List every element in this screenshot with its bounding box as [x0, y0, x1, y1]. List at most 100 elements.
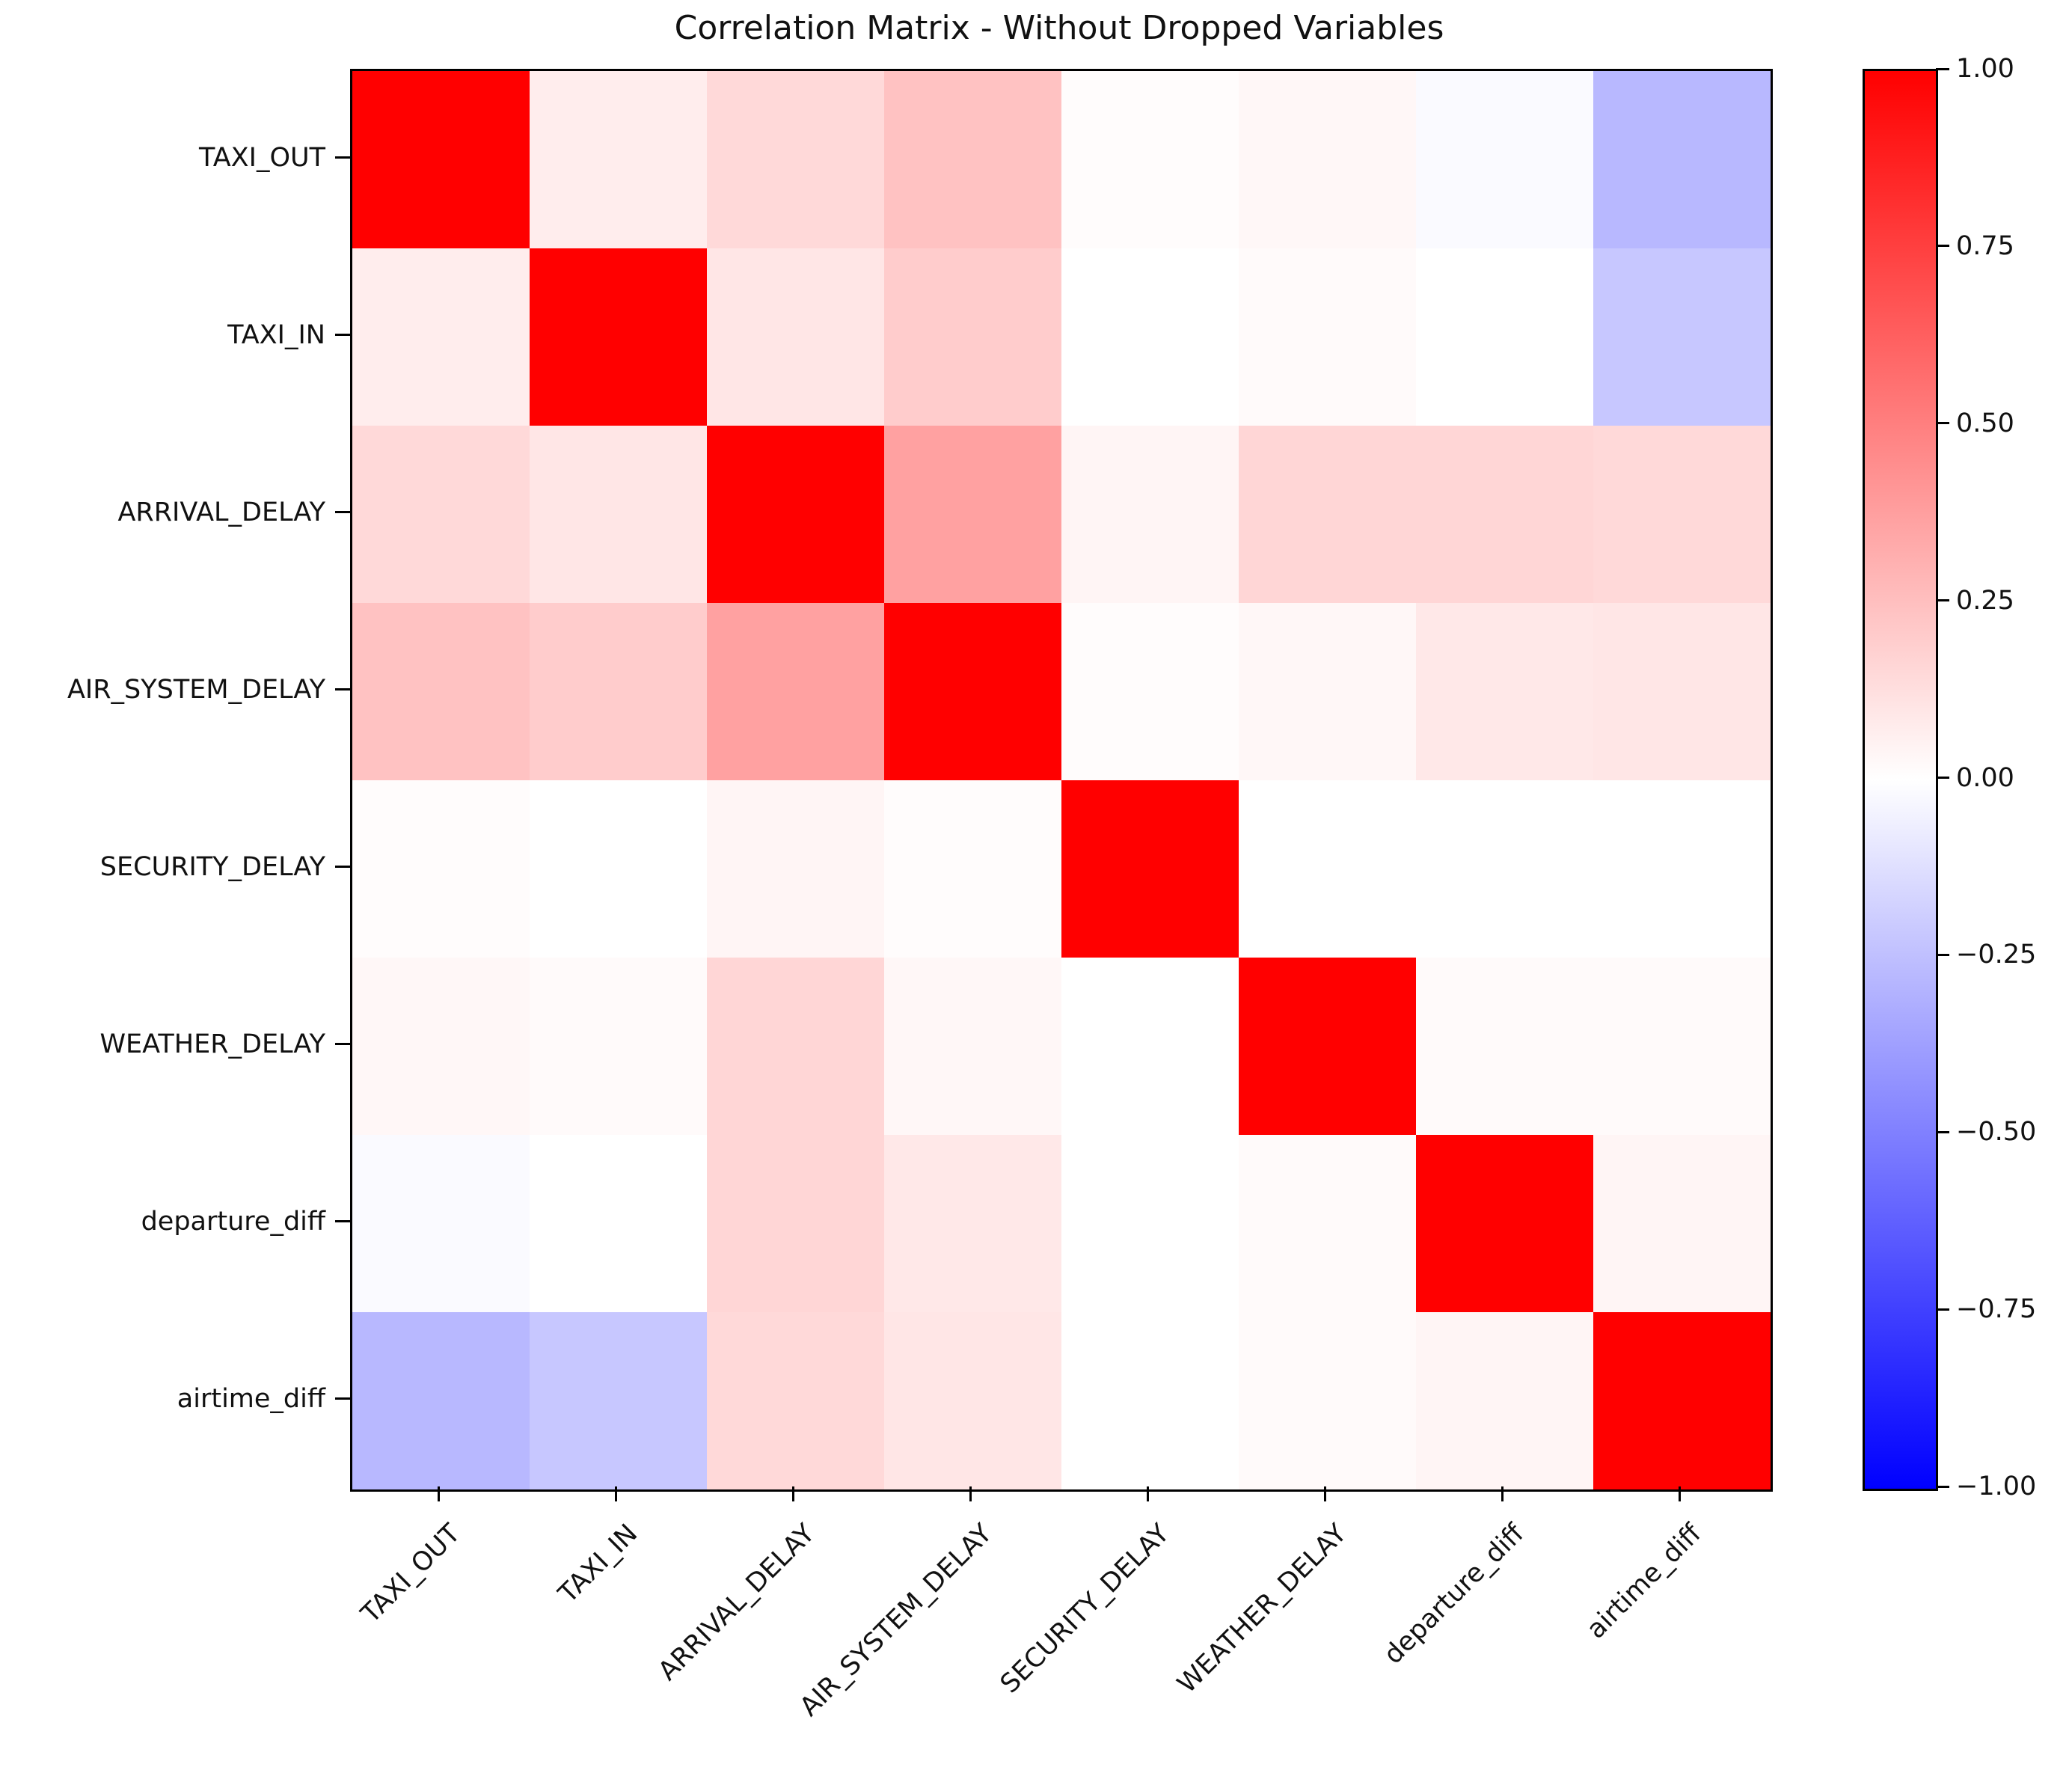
colorbar-tick [1936, 1485, 1949, 1488]
heatmap-cell [1593, 780, 1771, 958]
heatmap-cell [1416, 1135, 1593, 1312]
y-axis-tick [335, 688, 350, 690]
heatmap-cell [1593, 71, 1771, 248]
heatmap-cell [1416, 603, 1593, 780]
heatmap-cell [884, 248, 1061, 426]
heatmap-cell [707, 1312, 884, 1489]
heatmap-cell [352, 248, 530, 426]
heatmap-cell [884, 71, 1061, 248]
colorbar-gradient [1863, 69, 1938, 1491]
colorbar-tick [1936, 953, 1949, 956]
heatmap-cell [1416, 1312, 1593, 1489]
heatmap-cell [1593, 426, 1771, 603]
colorbar-tick-label: −0.50 [1956, 1117, 2037, 1148]
x-axis-tick [792, 1486, 794, 1501]
colorbar-tick [1936, 1130, 1949, 1133]
heatmap-cell [1593, 958, 1771, 1135]
colorbar-tick [1936, 1308, 1949, 1311]
x-axis-tick [1324, 1486, 1326, 1501]
y-tick-label: ARRIVAL_DELAY [117, 497, 325, 527]
heatmap-cell [352, 1312, 530, 1489]
heatmap-cell [1061, 603, 1239, 780]
heatmap-cell [707, 71, 884, 248]
heatmap-cell [1239, 958, 1416, 1135]
y-axis-tick [335, 511, 350, 513]
y-axis-tick [335, 1397, 350, 1400]
heatmap-cell [1593, 603, 1771, 780]
heatmap-cell [1239, 780, 1416, 958]
heatmap-cell [352, 1135, 530, 1312]
heatmap-cell [1061, 780, 1239, 958]
y-tick-label: airtime_diff [177, 1383, 325, 1414]
heatmap-cell [884, 426, 1061, 603]
heatmap-cell [1416, 958, 1593, 1135]
heatmap-cell [1239, 71, 1416, 248]
heatmap-cell [1239, 603, 1416, 780]
x-axis-tick [1679, 1486, 1681, 1501]
colorbar-tick-label: 0.00 [1956, 762, 2014, 793]
heatmap-cell [530, 1312, 707, 1489]
colorbar-tick-label: −1.00 [1956, 1472, 2037, 1501]
heatmap-cell [707, 780, 884, 958]
colorbar-tick [1936, 599, 1949, 602]
heatmap-cell [1061, 1312, 1239, 1489]
y-tick-label: AIR_SYSTEM_DELAY [67, 674, 325, 705]
heatmap-cell [530, 958, 707, 1135]
chart-title: Correlation Matrix - Without Dropped Var… [674, 9, 1444, 47]
heatmap-cell [530, 1135, 707, 1312]
y-axis-tick [335, 1043, 350, 1045]
y-axis-tick [335, 334, 350, 336]
colorbar-tick [1936, 777, 1949, 779]
colorbar-tick-label: 0.50 [1956, 408, 2014, 438]
heatmap-cell [884, 780, 1061, 958]
heatmap-cell [352, 71, 530, 248]
colorbar-tick [1936, 422, 1949, 425]
colorbar-tick-label: −0.25 [1956, 940, 2037, 970]
heatmap-cell [707, 248, 884, 426]
heatmap-cell [1239, 426, 1416, 603]
y-tick-label: WEATHER_DELAY [99, 1029, 325, 1059]
colorbar-tick-label: 1.00 [1956, 54, 2014, 84]
heatmap-cell [707, 603, 884, 780]
heatmap-cell [352, 780, 530, 958]
y-tick-label: TAXI_IN [227, 319, 325, 350]
x-axis-tick [615, 1486, 617, 1501]
heatmap-cell [1416, 426, 1593, 603]
colorbar-tick-label: 0.25 [1956, 585, 2014, 616]
x-axis-tick [969, 1486, 972, 1501]
colorbar-tick [1936, 67, 1949, 70]
y-axis-tick [335, 866, 350, 868]
heatmap-cell [352, 426, 530, 603]
heatmap-cell [707, 1135, 884, 1312]
heatmap-cell [1416, 248, 1593, 426]
heatmap-cell [707, 958, 884, 1135]
colorbar-tick-label: 0.75 [1956, 230, 2014, 261]
y-axis-tick [335, 1220, 350, 1222]
colorbar-tick [1936, 245, 1949, 248]
heatmap-cell [530, 426, 707, 603]
heatmap-cell [530, 248, 707, 426]
x-axis-tick [438, 1486, 440, 1501]
heatmap-cell [1416, 71, 1593, 248]
heatmap-cell [1061, 426, 1239, 603]
colorbar-tick-label: −0.75 [1956, 1294, 2037, 1325]
heatmap-cell [1239, 248, 1416, 426]
heatmap-cell [1061, 71, 1239, 248]
y-tick-label: departure_diff [141, 1206, 325, 1237]
heatmap-cell [352, 958, 530, 1135]
heatmap-cell [1061, 958, 1239, 1135]
heatmap-cell [530, 603, 707, 780]
heatmap-cell [1061, 1135, 1239, 1312]
heatmap-cell [884, 1135, 1061, 1312]
heatmap-cell [1416, 780, 1593, 958]
x-axis-tick [1147, 1486, 1149, 1501]
heatmap-cell [1239, 1312, 1416, 1489]
heatmap-cell [1593, 248, 1771, 426]
heatmap-cell [1593, 1312, 1771, 1489]
heatmap-cell [884, 1312, 1061, 1489]
heatmap-cell [352, 603, 530, 780]
heatmap-cell [530, 780, 707, 958]
heatmap-cell [1061, 248, 1239, 426]
y-tick-label: TAXI_OUT [199, 142, 325, 173]
